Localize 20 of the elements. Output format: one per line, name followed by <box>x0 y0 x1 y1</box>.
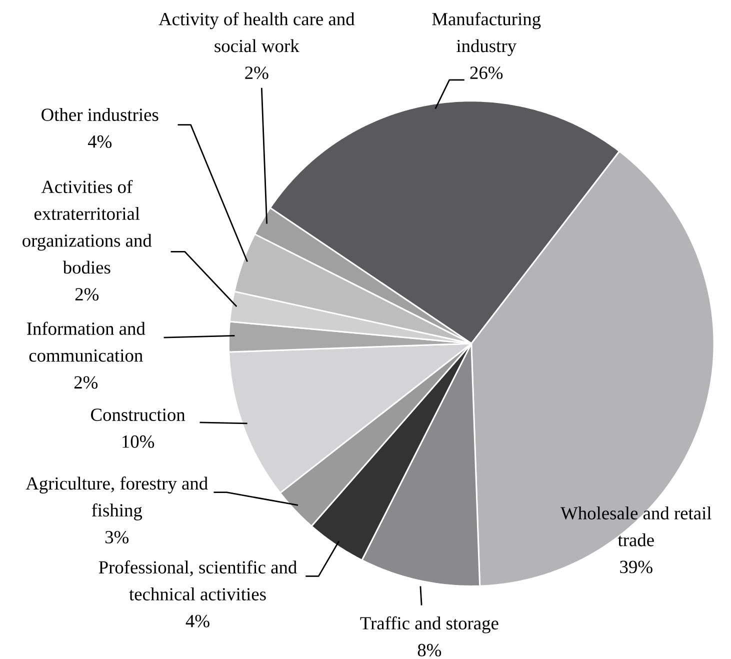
slice-label: Traffic and storage <box>360 616 498 634</box>
slice-label: Other industries <box>42 108 158 121</box>
slice-label: Activities of extraterritorial organizations and bodies <box>22 180 152 274</box>
data-label: 3% <box>105 530 128 544</box>
slice-label: Wholesale and retail trade <box>560 506 712 546</box>
slice-label: Construction <box>91 408 186 421</box>
slice-label: Professional, scientific and technical activities <box>98 560 297 600</box>
data-label: 26% <box>470 66 503 80</box>
slice-label: Information and communication <box>27 322 146 362</box>
data-label: 2% <box>75 288 99 301</box>
data-label: 2% <box>74 376 98 389</box>
data-label: 8% <box>418 644 442 656</box>
data-label: 39% <box>620 560 652 574</box>
data-label: 4% <box>186 614 210 628</box>
data-label: 2% <box>245 66 268 80</box>
data-label: 4% <box>88 135 112 148</box>
slice-label: Activity of health care and social work <box>158 12 355 52</box>
slice-label: Agriculture, forestry and fishing <box>26 476 208 520</box>
slice-label: Manufacturing industry <box>432 12 541 56</box>
data-label: 10% <box>122 435 154 448</box>
